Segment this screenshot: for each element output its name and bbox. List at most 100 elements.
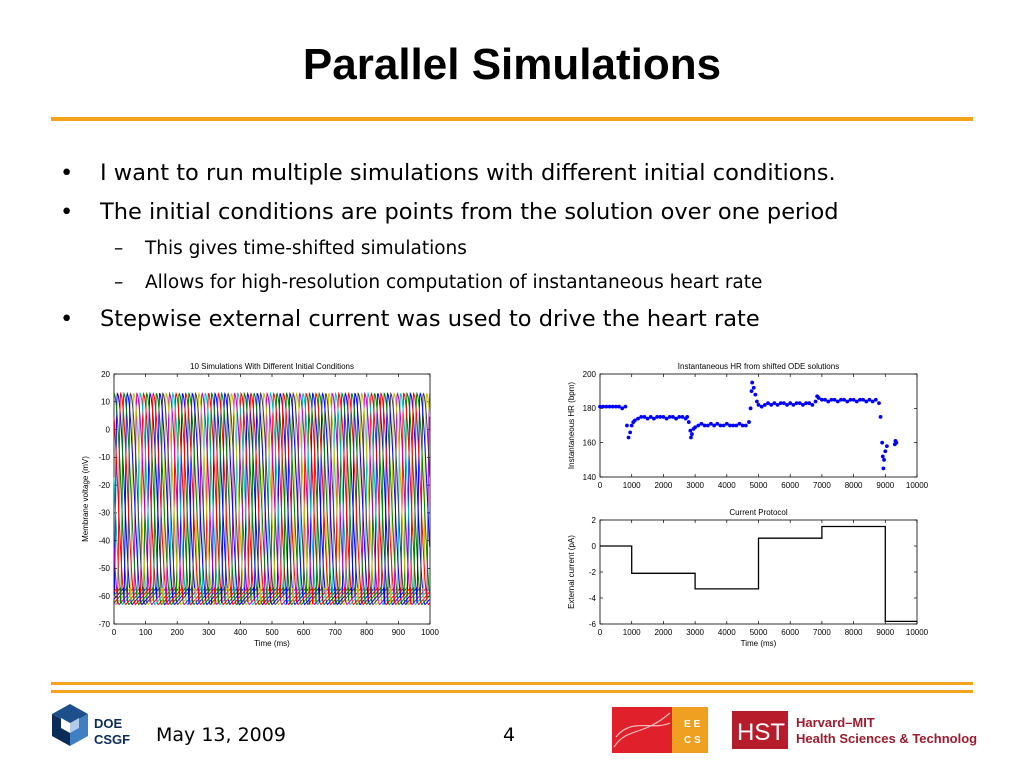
hr-point (731, 423, 736, 428)
hr-point (810, 403, 815, 407)
hr-point (851, 397, 856, 402)
hr-point (689, 435, 693, 440)
chart-title: Instantaneous HR from shifted ODE soluti… (678, 362, 839, 371)
voltage-series-9 (113, 391, 431, 606)
hr-point (756, 403, 761, 407)
y-tick-label: -2 (589, 568, 597, 577)
hr-point (674, 416, 678, 421)
doe-csgf-logo: DOE CSGF (52, 704, 130, 747)
bullet-text: I want to run multiple simulations with … (100, 160, 836, 186)
hr-point (626, 435, 631, 440)
bullet-2: • The initial conditions are points from … (60, 199, 839, 225)
x-axis-label: Time (ms) (254, 639, 290, 648)
y-tick-label: 0 (592, 542, 597, 551)
eecs-logo: E E C S (612, 707, 708, 753)
hr-point (807, 401, 812, 406)
x-tick-label: 100 (139, 628, 153, 637)
hr-point (617, 404, 621, 409)
hr-point (870, 399, 875, 404)
hr-point (724, 421, 729, 426)
hr-point (651, 416, 656, 421)
hr-point (702, 423, 707, 428)
sub-bullet-1: – This gives time-shifted simulations (114, 238, 467, 259)
y-tick-label: 20 (101, 370, 110, 379)
y-tick-label: -60 (98, 592, 110, 601)
y-tick-label: -20 (98, 481, 110, 490)
hr-point (826, 399, 831, 404)
bullet-text: This gives time-shifted simulations (145, 238, 467, 259)
heart-rate-chart: 0 1000 2000 3000 4000 5000 6000 7000 8000 9000 100… (567, 362, 929, 490)
hr-point (797, 401, 802, 406)
hr-point (686, 420, 691, 424)
y-tick-label: -6 (589, 620, 597, 629)
hr-point (604, 404, 609, 409)
x-tick-label: 4000 (718, 481, 736, 490)
voltage-series-8 (113, 391, 431, 606)
y-tick-label: 0 (106, 425, 111, 434)
footer-divider-bottom (51, 690, 973, 693)
hr-point (664, 416, 669, 421)
hst-mark: HST (737, 719, 785, 746)
x-tick-label: 1000 (623, 628, 641, 637)
x-tick-label: 3000 (686, 628, 704, 637)
hr-point (791, 403, 796, 407)
hr-point (861, 397, 866, 402)
slide-title: Parallel Simulations (302, 40, 722, 89)
bullet-text: The initial conditions are points from t… (100, 199, 839, 225)
x-tick-label: 7000 (813, 628, 831, 637)
cube-icon (52, 704, 88, 746)
hr-point (753, 392, 758, 397)
hr-point (688, 428, 693, 433)
y-axis-label: Instantaneous HR (bpm) (567, 382, 576, 469)
hr-point (820, 397, 824, 402)
chart-title: Current Protocol (729, 508, 787, 517)
x-tick-label: 600 (297, 628, 311, 637)
hr-point (715, 421, 720, 426)
hr-point (740, 423, 745, 428)
x-tick-label: 400 (234, 628, 248, 637)
current-protocol-chart: 0 1000 2000 3000 4000 5000 6000 7000 8000 9000 100… (567, 508, 929, 648)
hr-point (748, 406, 753, 411)
logo-ee-text: E E (684, 719, 700, 730)
x-tick-label: 2000 (655, 481, 673, 490)
hr-point (737, 421, 742, 426)
x-tick-label: 10000 (906, 481, 929, 490)
hr-point (680, 415, 685, 419)
x-tick-label: 800 (360, 628, 374, 637)
hr-point (712, 423, 717, 428)
hr-point (743, 423, 748, 428)
hr-point (867, 397, 872, 402)
y-tick-label: -40 (98, 536, 110, 545)
hr-point (772, 401, 777, 406)
x-tick-label: 0 (598, 481, 603, 490)
y-tick-label: 180 (583, 404, 597, 413)
x-tick-label: 9000 (876, 628, 894, 637)
hst-line-2: Health Sciences & Technology (796, 731, 977, 746)
hr-point (858, 397, 862, 402)
hr-point (788, 401, 793, 406)
hr-point (601, 404, 606, 409)
hr-point (750, 380, 755, 385)
y-tick-label: 10 (101, 398, 110, 407)
hr-point (628, 430, 633, 435)
hr-point (864, 399, 869, 404)
hr-point (667, 415, 672, 419)
hr-point (749, 389, 754, 394)
hr-point (804, 401, 808, 406)
hr-point (769, 403, 774, 407)
hst-logo: HST Harvard–MIT Health Sciences & Techno… (732, 711, 977, 749)
hr-point (775, 403, 780, 407)
voltage-series-5 (113, 391, 431, 606)
x-tick-label: 2000 (655, 628, 673, 637)
hr-point (881, 466, 886, 471)
x-tick-label: 8000 (845, 628, 863, 637)
x-tick-label: 0 (598, 628, 603, 637)
hr-point (671, 415, 675, 419)
hr-point (829, 397, 834, 402)
plot-frame (599, 373, 918, 478)
x-tick-label: 200 (171, 628, 185, 637)
hr-point (721, 423, 726, 428)
y-axis-label: Membrane voltage (mV) (81, 456, 90, 542)
hr-point (785, 403, 789, 407)
hr-point (778, 401, 783, 406)
